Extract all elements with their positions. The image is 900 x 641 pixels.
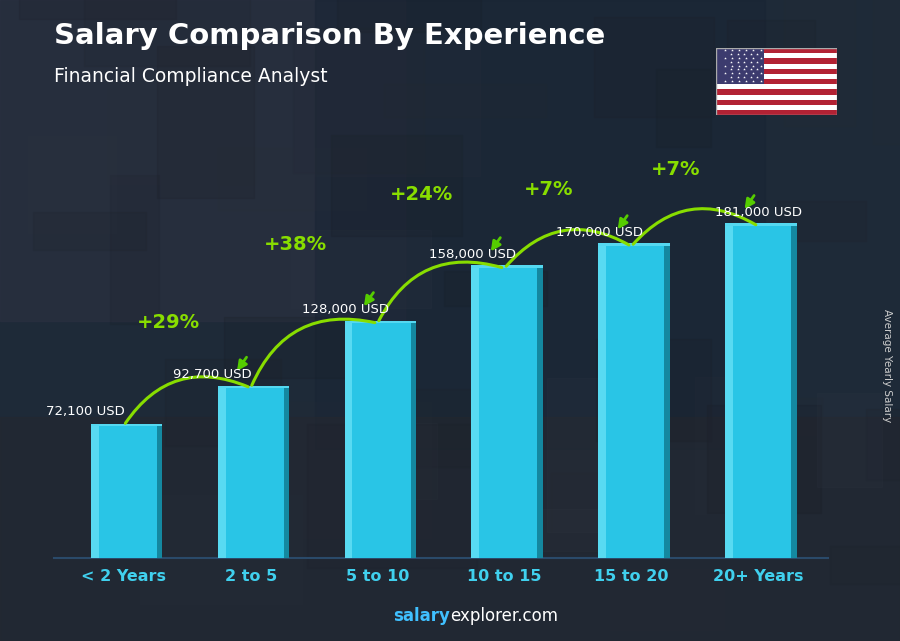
Bar [218,147,365,210]
Bar [375,423,436,499]
Bar [784,0,854,126]
Bar [598,246,664,558]
Bar [224,317,372,378]
Bar [716,110,837,115]
Bar [315,0,765,449]
Polygon shape [598,243,670,246]
Bar [345,323,353,558]
Bar [91,426,157,558]
Text: 181,000 USD: 181,000 USD [715,206,802,219]
Bar [350,389,507,467]
Text: 158,000 USD: 158,000 USD [429,248,517,261]
Bar [157,46,254,198]
Bar [716,105,837,110]
Bar [445,271,547,306]
Bar [261,402,431,538]
Text: 92,700 USD: 92,700 USD [174,367,252,381]
Text: salary: salary [393,607,450,625]
Bar [284,388,290,558]
Bar [91,426,99,558]
Bar [84,0,250,66]
Bar [165,358,281,446]
Polygon shape [91,424,163,426]
Bar [866,409,900,479]
Bar [537,269,543,558]
Text: +38%: +38% [264,235,327,254]
Text: explorer.com: explorer.com [450,607,558,625]
Text: 72,100 USD: 72,100 USD [46,405,125,419]
Bar [716,74,837,79]
Bar [489,509,642,551]
Bar [817,393,882,487]
Bar [218,388,226,558]
Bar [716,79,837,85]
Text: +29%: +29% [137,313,200,333]
Bar [752,398,822,435]
Bar [716,58,837,63]
Bar [791,226,796,558]
Text: +24%: +24% [391,185,454,204]
Text: Average Yearly Salary: Average Yearly Salary [881,309,892,422]
Bar [594,17,714,117]
Bar [0,417,900,641]
Bar [597,339,712,441]
Bar [716,53,837,58]
Bar [108,79,256,184]
Bar [726,21,814,67]
Bar [725,226,734,558]
Text: Salary Comparison By Experience: Salary Comparison By Experience [54,22,605,51]
Bar [0,0,405,320]
Bar [725,226,791,558]
Bar [777,201,867,242]
Bar [410,323,417,558]
Bar [706,405,821,513]
Bar [873,0,900,144]
Bar [110,175,159,324]
Bar [830,546,900,585]
Bar [716,95,837,100]
Text: 128,000 USD: 128,000 USD [302,303,390,316]
Bar [716,48,837,53]
Bar [292,28,424,173]
Bar [551,472,635,552]
Text: +7%: +7% [651,160,700,179]
Bar [157,426,163,558]
Text: Financial Compliance Analyst: Financial Compliance Analyst [54,67,328,87]
Bar [28,136,116,233]
Bar [664,246,670,558]
Polygon shape [725,222,796,226]
Bar [314,30,481,176]
Bar [345,323,410,558]
Bar [716,100,837,105]
Bar [610,569,724,630]
Bar [716,63,837,69]
Bar [33,212,146,250]
Bar [716,85,837,90]
Bar [656,69,711,147]
Polygon shape [218,386,290,388]
Bar [384,84,545,117]
Text: 170,000 USD: 170,000 USD [556,226,644,239]
Bar [331,135,462,236]
Bar [338,0,481,31]
Bar [547,378,600,531]
Bar [218,388,284,558]
Bar [140,495,302,604]
Bar [291,229,431,308]
Bar [472,269,537,558]
Polygon shape [472,265,543,269]
Bar [716,69,837,74]
Bar [307,424,477,569]
Bar [19,0,176,19]
Text: +7%: +7% [524,179,573,199]
Bar [727,326,786,445]
Bar [695,377,741,513]
Bar [472,269,480,558]
Bar [716,90,837,95]
Polygon shape [345,320,417,323]
Bar [716,48,764,85]
Bar [598,246,607,558]
